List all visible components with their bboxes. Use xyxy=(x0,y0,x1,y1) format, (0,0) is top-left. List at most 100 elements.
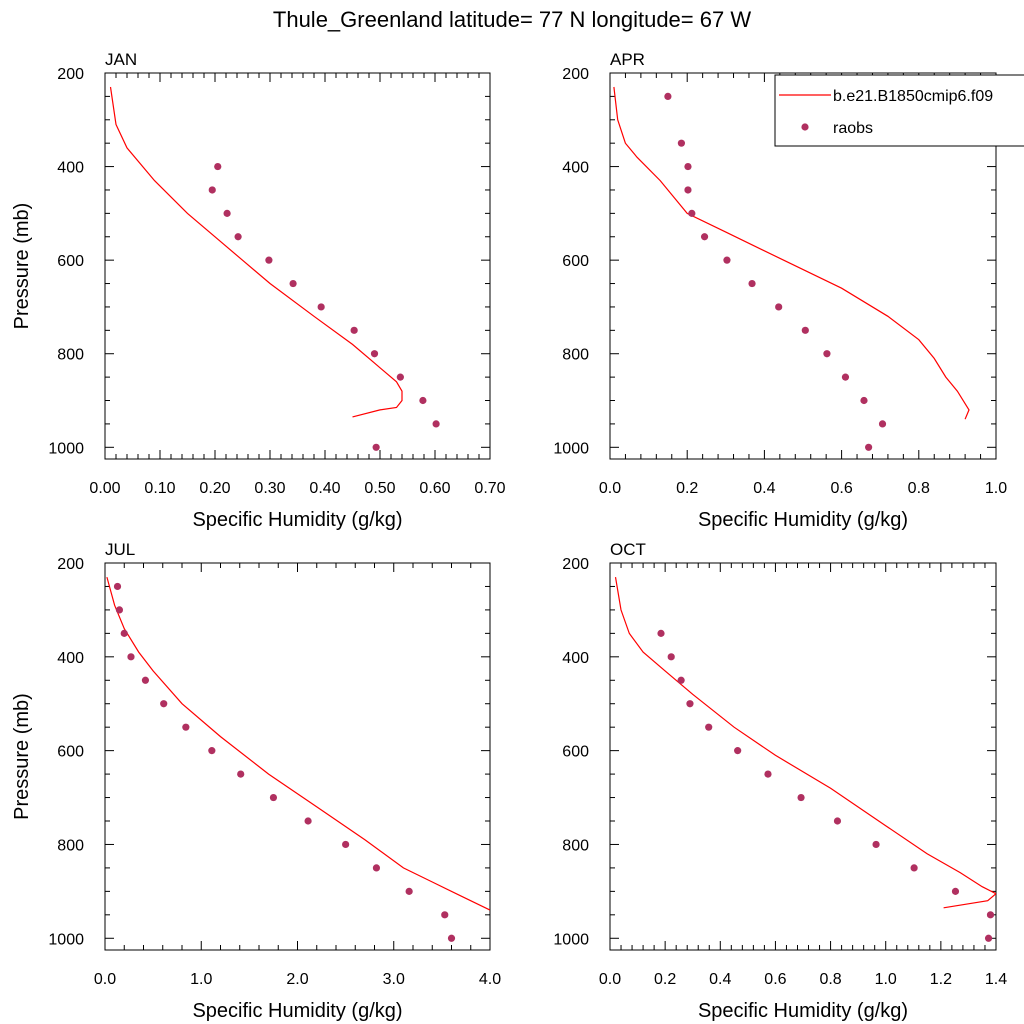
y-tick-label: 600 xyxy=(57,744,84,761)
obs-point xyxy=(984,934,993,942)
y-tick-label: 600 xyxy=(57,253,84,270)
obs-point xyxy=(688,209,696,217)
obs-point xyxy=(801,326,809,334)
x-tick-label: 1.4 xyxy=(985,971,1007,988)
figure-title: Thule_Greenland latitude= 77 N longitude… xyxy=(273,7,751,32)
x-tick-label: 0.30 xyxy=(254,480,285,497)
obs-point xyxy=(120,629,128,637)
y-tick-label: 800 xyxy=(57,347,84,364)
x-tick-label: 0.4 xyxy=(709,971,731,988)
x-tick-label: 0.6 xyxy=(830,480,852,497)
obs-point xyxy=(432,420,440,428)
x-tick-label: 0.0 xyxy=(599,971,621,988)
y-tick-label: 1000 xyxy=(553,931,589,948)
obs-point xyxy=(208,186,216,194)
obs-point xyxy=(878,420,887,428)
y-tick-label: 400 xyxy=(57,160,84,177)
y-tick-label: 400 xyxy=(57,650,84,667)
obs-point xyxy=(797,793,805,802)
obs-point xyxy=(289,279,297,288)
x-tick-label: 0.6 xyxy=(764,971,786,988)
y-tick-label: 800 xyxy=(57,837,84,854)
legend-box xyxy=(774,74,1024,147)
obs-point xyxy=(723,256,731,264)
panel-apr: 0.0 0.2 0.4 0.6 0.8 1.0 200 400 600 800 1000 APR Spe… xyxy=(553,50,1024,531)
y-tick-label: 600 xyxy=(562,744,589,761)
obs-point xyxy=(342,840,350,849)
obs-point xyxy=(223,209,231,217)
model-line xyxy=(614,577,996,909)
obs-point xyxy=(748,279,756,288)
model-line xyxy=(109,86,403,418)
obs-point xyxy=(182,723,190,731)
obs-point xyxy=(686,700,694,708)
x-tick-label: 0.0 xyxy=(599,480,621,497)
obs-point xyxy=(372,443,380,451)
x-tick-label: 0.40 xyxy=(309,480,340,497)
obs-point xyxy=(986,911,995,919)
obs-point xyxy=(441,911,449,919)
x-tick-label: 0.0 xyxy=(94,971,116,988)
panel-jul: 0.0 1.0 2.0 3.0 4.0 200 400 600 800 1000 JUL Specif… xyxy=(11,540,501,1022)
x-tick-label: 1.0 xyxy=(985,480,1007,497)
obs-point xyxy=(208,747,216,755)
obs-point xyxy=(370,350,379,358)
obs-point xyxy=(419,396,427,405)
obs-point xyxy=(823,350,831,358)
legend-obs-swatch xyxy=(801,123,809,131)
obs-point xyxy=(684,162,692,171)
obs-point xyxy=(734,747,742,755)
y-tick-label: 1000 xyxy=(48,931,84,948)
obs-point xyxy=(684,186,692,194)
obs-point xyxy=(269,793,278,802)
x-tick-label: 4.0 xyxy=(479,971,501,988)
x-tick-label: 0.4 xyxy=(753,480,775,497)
obs-point xyxy=(872,840,880,849)
y-tick-label: 600 xyxy=(562,253,589,270)
y-axis-label: Pressure (mb) xyxy=(11,693,33,820)
y-tick-label: 1000 xyxy=(553,440,589,457)
plot-frame xyxy=(104,562,491,951)
obs-point xyxy=(160,700,168,708)
obs-point xyxy=(667,653,675,661)
y-axis-label: Pressure (mb) xyxy=(11,203,33,330)
y-tick-label: 800 xyxy=(562,837,589,854)
obs-point xyxy=(700,233,709,241)
y-tick-label: 400 xyxy=(562,650,589,667)
x-tick-label: 1.2 xyxy=(930,971,952,988)
y-tick-label: 200 xyxy=(562,556,589,573)
x-axis-label: Specific Humidity (g/kg) xyxy=(192,509,402,531)
x-tick-label: 0.70 xyxy=(474,480,505,497)
obs-point xyxy=(372,864,381,872)
obs-point xyxy=(141,676,150,684)
panel-label: APR xyxy=(610,50,645,69)
x-tick-label: 0.2 xyxy=(654,971,676,988)
obs-point xyxy=(775,303,783,311)
y-tick-label: 400 xyxy=(562,160,589,177)
x-tick-label: 3.0 xyxy=(383,971,405,988)
x-tick-label: 0.10 xyxy=(144,480,175,497)
obs-point xyxy=(865,443,873,451)
x-tick-label: 1.0 xyxy=(190,971,212,988)
panel-jan: 0.00 0.10 0.20 0.30 0.40 0.50 0.60 0.70 200 400 60… xyxy=(11,50,506,531)
obs-point xyxy=(237,770,245,778)
y-tick-label: 200 xyxy=(562,66,589,83)
obs-point xyxy=(833,817,842,825)
obs-point xyxy=(910,864,918,872)
panel-label: JAN xyxy=(105,50,137,69)
y-tick-label: 800 xyxy=(562,347,589,364)
obs-point xyxy=(677,676,685,684)
x-axis-label: Specific Humidity (g/kg) xyxy=(698,509,908,531)
x-tick-label: 0.50 xyxy=(364,480,395,497)
obs-point xyxy=(657,629,665,637)
plot-frame xyxy=(609,72,997,460)
obs-point xyxy=(705,723,713,731)
x-tick-label: 0.00 xyxy=(89,480,120,497)
obs-point xyxy=(396,373,404,381)
model-line xyxy=(613,86,970,420)
legend-obs-label: raobs xyxy=(833,120,873,137)
obs-point xyxy=(841,373,850,381)
obs-point xyxy=(113,582,122,591)
y-tick-label: 1000 xyxy=(48,440,84,457)
